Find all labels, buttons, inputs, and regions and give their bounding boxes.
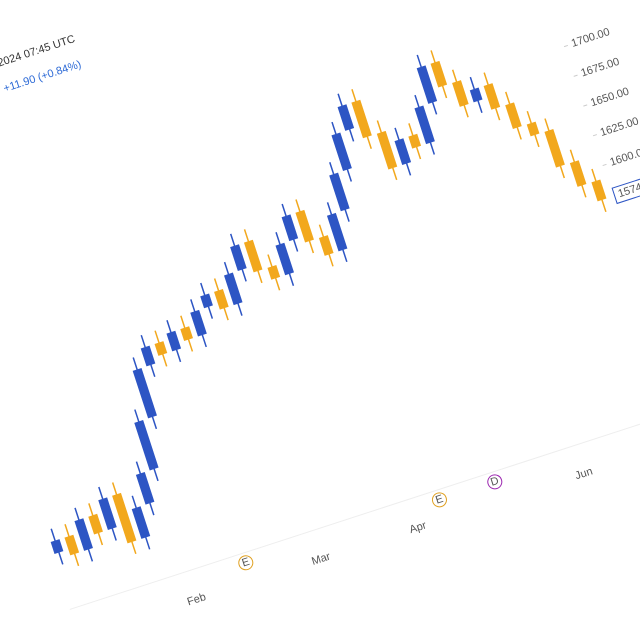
candle-body (318, 235, 334, 256)
candle-body (430, 60, 448, 88)
candle-body (414, 105, 435, 145)
last-price-tag-bg (611, 175, 640, 205)
candle-body (416, 65, 438, 104)
candle-body (591, 179, 607, 202)
candle-body (243, 239, 263, 273)
x-tick-label: Mar (310, 550, 332, 567)
event-marker: E (434, 493, 445, 507)
last-price-tag: 1574 (617, 181, 640, 200)
y-tick-label: 1675.00 (579, 56, 621, 80)
candle-body (154, 341, 168, 356)
tick-mark (563, 44, 569, 48)
event-marker-bg (238, 555, 254, 571)
tick-mark (592, 134, 597, 137)
candle-body (64, 534, 80, 556)
candle-body (505, 102, 522, 129)
y-tick-label: 1625.00 (599, 115, 640, 139)
candle-body (544, 129, 565, 168)
candle-body (569, 160, 587, 187)
candle-body (224, 272, 243, 306)
candle-body (88, 513, 103, 535)
candle-body (134, 420, 159, 471)
y-tick-label: 1700.00 (570, 26, 612, 50)
candle-body (132, 367, 157, 419)
axis-line (69, 392, 640, 610)
event-marker: E (240, 556, 251, 570)
candle-body (337, 104, 355, 131)
candle-body (112, 492, 137, 544)
candle-body (98, 497, 117, 531)
event-marker-bg (487, 474, 503, 490)
candle-body (331, 132, 352, 172)
candle-body (452, 80, 469, 107)
candle-body (483, 83, 501, 110)
event-marker-bg (431, 492, 447, 508)
x-tick-label: Apr (408, 519, 428, 536)
tick-mark (573, 74, 578, 77)
candle-body (295, 209, 314, 243)
candle-body (394, 138, 412, 165)
candle-body (408, 133, 422, 149)
candle-body (140, 345, 156, 367)
candle-body (50, 539, 64, 554)
candle-body (469, 87, 483, 103)
tick-mark (583, 104, 588, 107)
candle-body (281, 214, 299, 242)
candle-body (135, 472, 155, 505)
candle-body (214, 288, 229, 310)
candle-body (267, 265, 281, 280)
candle-body (166, 330, 182, 352)
y-tick-label: 1650.00 (589, 86, 631, 110)
candle-body (230, 244, 247, 271)
candle-body (200, 293, 213, 309)
tick-mark (602, 163, 607, 167)
x-tick-label: Jun (574, 465, 595, 482)
x-tick-label: Feb (186, 591, 208, 608)
candle-body (526, 121, 540, 137)
candle-body (74, 518, 93, 551)
candle-body (329, 172, 350, 212)
candle-body (180, 326, 193, 341)
candle-body (326, 212, 348, 252)
candle-body (131, 506, 151, 539)
y-tick-label: 1600.00 (608, 145, 640, 169)
candle-body (351, 99, 372, 139)
candle-body (190, 309, 207, 337)
candle-body (275, 242, 294, 276)
candle-body (376, 130, 398, 170)
event-marker: D (489, 475, 500, 489)
